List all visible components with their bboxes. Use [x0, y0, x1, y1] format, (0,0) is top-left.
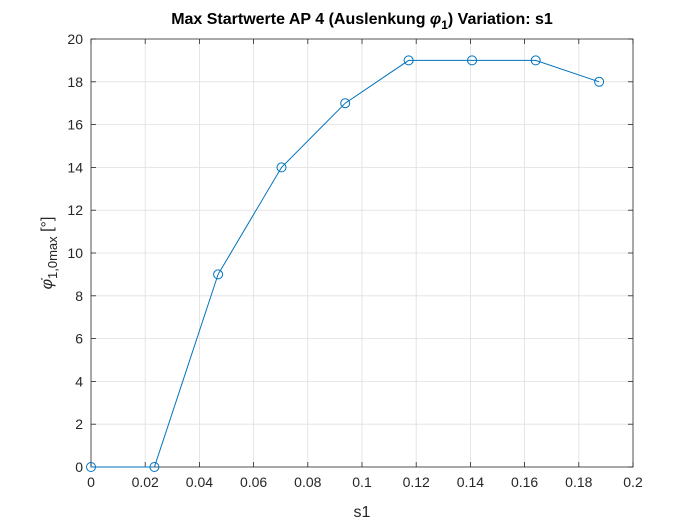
- x-tick-label: 0.06: [240, 474, 267, 490]
- y-axis-label-symbol: φ̇: [39, 278, 56, 289]
- y-tick-label: 18: [67, 74, 83, 90]
- x-axis-label: s1: [354, 504, 371, 521]
- data-point-marker: [149, 462, 160, 472]
- x-tick-label: 0.08: [294, 474, 321, 490]
- series-group: [86, 55, 605, 472]
- x-tick-label: 0.12: [403, 474, 430, 490]
- y-tick-label: 2: [75, 416, 83, 432]
- y-tick-label: 16: [67, 117, 83, 133]
- x-tick-labels: 0 0.02 0.04 0.06 0.08 0.1 0.12 0.14 0.16 0.18 0.2: [87, 474, 643, 490]
- x-tick-label: 0.2: [623, 474, 643, 490]
- y-tick-label: 10: [67, 245, 83, 261]
- y-tick-label: 12: [67, 202, 83, 218]
- chart-title-suffix: ) Variation: s1: [448, 11, 553, 28]
- x-tick-label: 0: [87, 474, 95, 490]
- grid: [91, 39, 633, 467]
- y-tick-label: 4: [75, 373, 83, 389]
- x-tick-label: 0.1: [352, 474, 372, 490]
- y-tick-label: 6: [75, 331, 83, 347]
- y-tick-label: 14: [67, 159, 83, 175]
- chart-title-prefix: Max Startwerte AP 4 (Auslenkung: [171, 11, 430, 28]
- data-point-marker: [213, 269, 224, 280]
- x-tick-label: 0.02: [132, 474, 159, 490]
- y-tick-labels: 0 2 4 6 8 10 12 14 16 18 20: [67, 31, 83, 475]
- y-tick-label: 20: [67, 31, 83, 47]
- data-point-marker: [530, 55, 541, 66]
- data-point-marker: [276, 162, 287, 173]
- data-point-marker: [594, 76, 605, 87]
- data-point-marker: [467, 55, 478, 66]
- y-axis-label-unit: [°]: [39, 217, 56, 237]
- y-tick-label: 8: [75, 288, 83, 304]
- series-line: [91, 59, 600, 468]
- y-axis-label: φ̇1,0max [°]: [39, 217, 60, 290]
- x-tick-label: 0.16: [511, 474, 538, 490]
- x-tick-label: 0.18: [565, 474, 592, 490]
- x-tick-label: 0.14: [457, 474, 484, 490]
- chart-title: Max Startwerte AP 4 (Auslenkung φ1) Vari…: [171, 11, 553, 32]
- chart-title-symbol: φ: [430, 11, 441, 28]
- y-axis-label-sub: 1,0max: [45, 236, 60, 279]
- data-point-marker: [86, 462, 96, 472]
- data-point-marker: [340, 98, 351, 109]
- y-tick-label: 0: [75, 459, 83, 475]
- chart-title-symbol-sub: 1: [441, 18, 448, 32]
- data-point-marker: [403, 55, 414, 66]
- x-tick-label: 0.04: [186, 474, 213, 490]
